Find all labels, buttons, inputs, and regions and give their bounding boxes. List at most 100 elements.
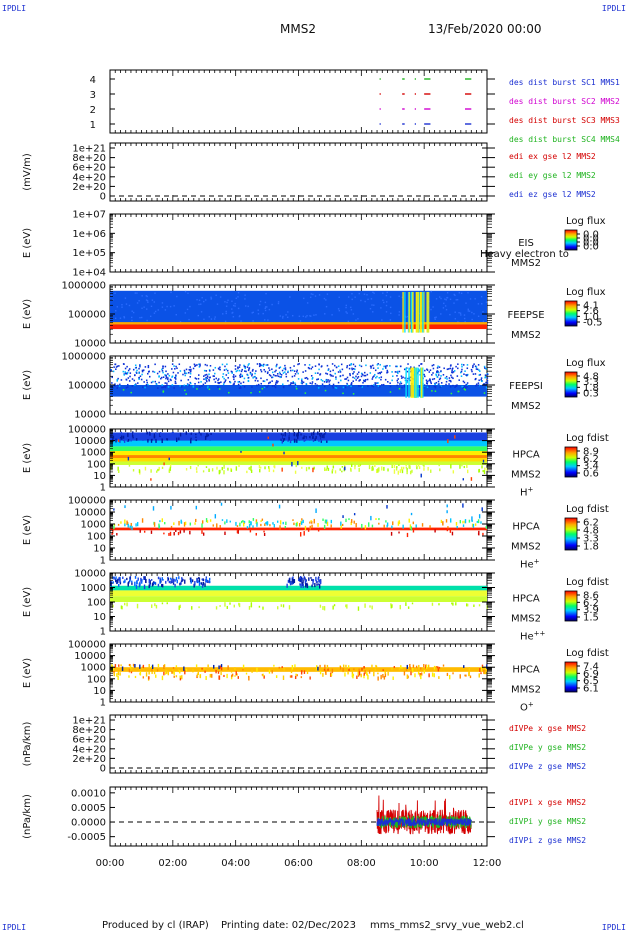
eis-colorbar-title: Log flux xyxy=(566,216,606,227)
divpe-y-tick-label: 1e+21 xyxy=(72,716,106,727)
hpca-o-y-tick-label: 1 xyxy=(100,698,106,709)
hpca-he1-colorbar-tick-label: 6.2 xyxy=(583,518,599,529)
edi-e-ylabel: (mV/m) xyxy=(22,153,33,191)
corner-label-top-left: IPDLI xyxy=(2,4,27,13)
hpca-he2-colorbar-title: Log fdist xyxy=(566,577,609,588)
feepsi-y-tick-label: 1000000 xyxy=(61,352,106,363)
eis-colorbar: Log flux 0.00.00.00.0 xyxy=(564,216,606,253)
divpe-legend-item: dIVPe x gse MMS2 xyxy=(509,724,586,733)
hpca-o-colorbar: Log fdist 7.46.96.56.1 xyxy=(564,648,609,695)
feepse-colorbar-tick-label: 2.6 xyxy=(583,306,599,317)
edi-e-legend-item: edi ex gse l2 MMS2 xyxy=(509,152,596,161)
hpca-h-spectrogram xyxy=(110,431,488,481)
x-tick-label: 08:00 xyxy=(347,858,376,869)
edi-e-y-tick-label: 6e+20 xyxy=(72,163,106,174)
divpi-legend-item: dIVPi y gse MMS2 xyxy=(509,817,586,826)
hpca-he2-spectrogram xyxy=(110,575,489,611)
hpca-he1-instrument: HPCA xyxy=(512,522,540,533)
edi-e-panel-frame xyxy=(109,142,488,202)
burst-y-tick-label: 2 xyxy=(90,105,96,116)
feepse-colorbar-tick-label: -0.5 xyxy=(583,318,603,329)
hpca-o-colorbar-tick-label: 6.9 xyxy=(583,669,599,680)
hpca-h-colorbar-title: Log fdist xyxy=(566,433,609,444)
hpca-h-colorbar-tick-label: 3.4 xyxy=(583,461,599,472)
hpca-he1-spacecraft: MMS2 xyxy=(511,542,541,553)
feepsi-colorbar: Log flux 4.83.31.80.3 xyxy=(564,358,606,400)
eis-colorbar-gradient xyxy=(564,229,578,251)
hpca-he2-colorbar-tick-label: 3.9 xyxy=(583,605,599,616)
hpca-he1-colorbar-tick-label: 3.3 xyxy=(583,534,599,545)
spacecraft-title: MMS2 xyxy=(280,22,316,36)
eis-y-tick-label: 1e+06 xyxy=(72,229,106,240)
hpca-he2-y-tick-label: 1 xyxy=(100,627,106,638)
divpe-y-tick-label: 0 xyxy=(100,764,106,775)
hpca-he1-instrument-labels: HPCA MMS2 He+ xyxy=(511,522,541,571)
feepsi-colorbar-tick-label: 3.3 xyxy=(583,377,599,388)
hpca-h-colorbar-gradient xyxy=(564,446,578,478)
hpca-h-colorbar-tick-label: 8.9 xyxy=(583,447,599,458)
hpca-he2-ylabel: E (eV) xyxy=(22,587,33,617)
divpi-y-tick-label: -0.0005 xyxy=(67,832,106,843)
hpca-he2-y-tick-labels: 10000 1000 100 10 1 xyxy=(74,569,495,638)
divpe-panel-x-ticks xyxy=(109,715,488,773)
hpca-o-y-tick-label: 1000 xyxy=(81,663,106,674)
edi-e-y-tick-label: 0 xyxy=(100,192,106,203)
eis-y-tick-labels: 1e+07 1e+06 1e+05 1e+04 xyxy=(72,210,495,279)
divpi-y-tick-label: 0.0005 xyxy=(71,803,106,814)
hpca-he1-colorbar: Log fdist 6.24.83.31.8 xyxy=(564,504,609,553)
divpi-series-x xyxy=(376,795,472,835)
corner-label-bottom-left: IPDLI xyxy=(2,923,27,932)
eis-instrument-labels: EIS MMS2 xyxy=(511,238,541,269)
feepsi-colorbar-tick-label: 4.8 xyxy=(583,372,599,383)
hpca-he1-y-tick-label: 100 xyxy=(87,532,106,543)
divpi-y-tick-label: 0.0010 xyxy=(71,788,106,799)
hpca-o-spectrogram xyxy=(110,663,488,681)
feepse-spectrogram xyxy=(110,290,488,333)
eis-colorbar-tick-label: 0.0 xyxy=(583,242,599,253)
feepsi-instrument-labels: FEEPSI MMS2 xyxy=(509,381,543,412)
eis-panel-x-ticks xyxy=(109,214,488,272)
hpca-he1-spectrogram xyxy=(110,502,488,538)
x-tick-label: 02:00 xyxy=(158,858,187,869)
hpca-he2-instrument: HPCA xyxy=(512,594,540,605)
feepsi-colorbar-tick-label: 0.3 xyxy=(583,389,599,400)
hpca-h-ylabel: E (eV) xyxy=(22,443,33,473)
feepse-y-tick-label: 10000 xyxy=(74,339,106,350)
divpi-legend-item: dIVPi z gse MMS2 xyxy=(509,836,586,845)
eis-colorbar-tick-label: 0.0 xyxy=(583,238,599,249)
divpe-ylabel: (nPa/km) xyxy=(22,722,33,767)
hpca-o-y-tick-label: 10000 xyxy=(74,651,106,662)
edi-e-y-tick-label: 2e+20 xyxy=(72,182,106,193)
hpca-he2-instrument-labels: HPCA MMS2 He++ xyxy=(511,594,546,643)
eis-y-tick-label: 1e+05 xyxy=(72,248,106,259)
hpca-he2-spacecraft: MMS2 xyxy=(511,614,541,625)
eis-spacecraft: MMS2 xyxy=(511,258,541,269)
hpca-o-y-tick-label: 100 xyxy=(87,674,106,685)
feepsi-colorbar-gradient xyxy=(564,371,578,398)
x-tick-label: 04:00 xyxy=(221,858,250,869)
x-axis-tick-labels: 00:00 02:00 04:00 06:00 08:00 10:00 12:00 xyxy=(96,858,502,869)
eis-panel-frame xyxy=(109,213,488,273)
feepse-spacecraft: MMS2 xyxy=(511,330,541,341)
hpca-o-spacecraft: MMS2 xyxy=(511,685,541,696)
hpca-he2-colorbar: Log fdist 8.66.23.91.5 xyxy=(564,577,609,624)
hpca-o-colorbar-tick-label: 6.1 xyxy=(583,684,599,695)
feepse-colorbar-tick-label: 1.0 xyxy=(583,312,599,323)
hpca-he1-colorbar-tick-label: 1.8 xyxy=(583,542,599,553)
edi-e-y-tick-label: 8e+20 xyxy=(72,153,106,164)
hpca-he1-colorbar-gradient xyxy=(564,517,578,551)
hpca-o-ylabel: E (eV) xyxy=(22,658,33,688)
feepsi-colorbar-tick-label: 1.8 xyxy=(583,383,599,394)
burst-legend-item: des dist burst SC3 MMS3 xyxy=(509,116,620,125)
hpca-h-colorbar: Log fdist 8.96.23.40.6 xyxy=(564,433,609,480)
corner-label-top-right: IPDLI xyxy=(601,4,626,13)
divpi-panel-x-ticks xyxy=(109,787,488,846)
feepse-panel-x-ticks xyxy=(109,285,488,343)
hpca-he1-y-tick-label: 1 xyxy=(100,556,106,567)
hpca-he1-colorbar-tick-label: 4.8 xyxy=(583,526,599,537)
eis-y-tick-label: 1e+04 xyxy=(72,268,106,279)
